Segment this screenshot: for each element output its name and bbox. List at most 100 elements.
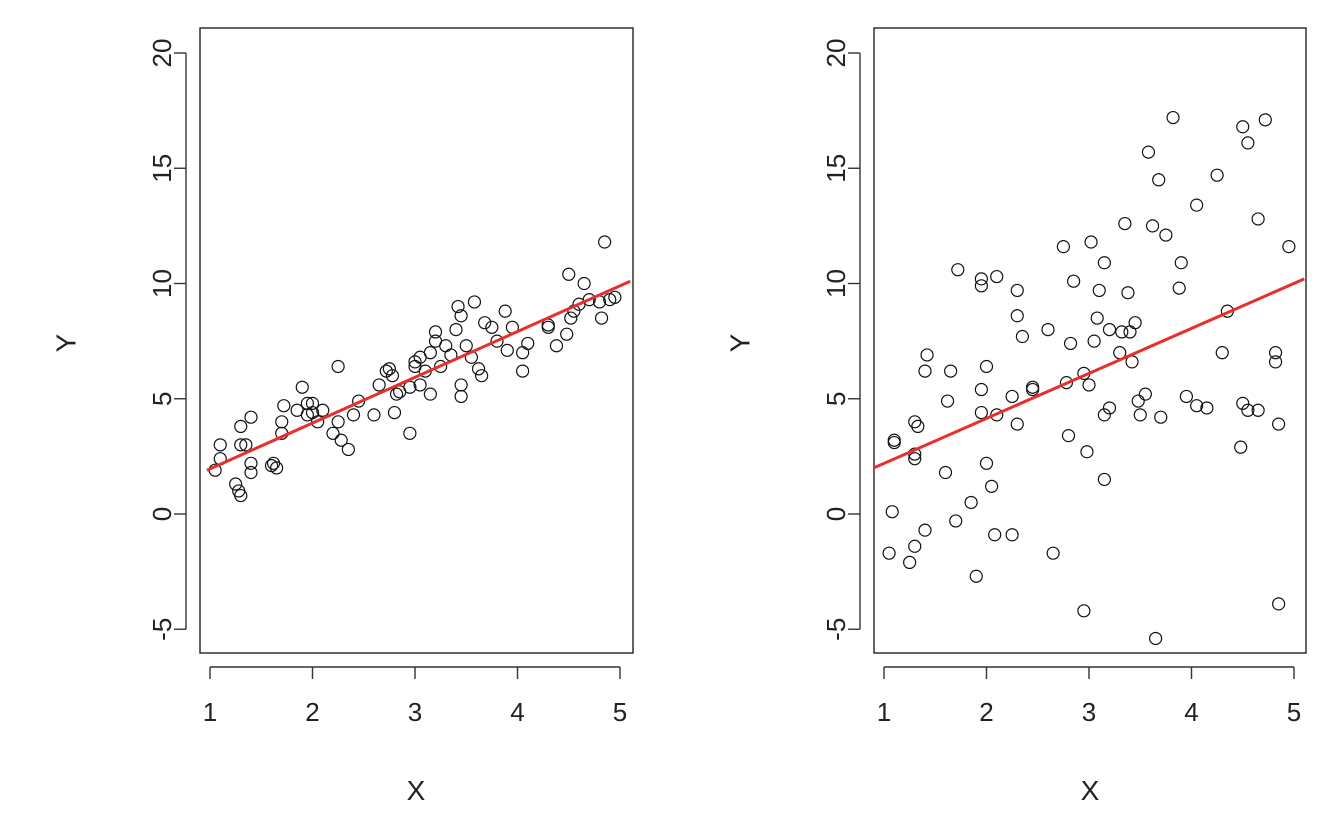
y-tick-label: -5 bbox=[147, 618, 177, 641]
data-point bbox=[408, 355, 422, 369]
data-point bbox=[577, 276, 591, 291]
data-point bbox=[988, 528, 1002, 542]
data-point bbox=[516, 346, 530, 360]
y-tick-label: 10 bbox=[147, 269, 177, 298]
data-point bbox=[908, 539, 922, 553]
data-point bbox=[490, 334, 504, 348]
data-point bbox=[1097, 256, 1111, 270]
data-point bbox=[882, 546, 896, 560]
data-point bbox=[341, 442, 355, 457]
data-point bbox=[275, 415, 289, 429]
data-point bbox=[1092, 283, 1106, 298]
data-point bbox=[1080, 445, 1094, 459]
data-point bbox=[1010, 283, 1024, 298]
data-point bbox=[885, 505, 899, 519]
data-point bbox=[434, 359, 448, 374]
x-tick-label: 2 bbox=[305, 697, 319, 727]
data-point bbox=[1166, 110, 1180, 125]
data-point bbox=[1084, 235, 1098, 249]
data-point bbox=[938, 465, 953, 480]
data-point bbox=[1190, 399, 1204, 413]
data-point bbox=[454, 378, 468, 392]
data-point bbox=[1087, 334, 1101, 348]
data-point bbox=[1067, 274, 1081, 288]
data-point bbox=[428, 325, 443, 339]
data-point bbox=[974, 405, 988, 420]
y-axis-label: Y bbox=[50, 333, 81, 352]
plot-frame bbox=[873, 27, 1307, 654]
data-point bbox=[549, 339, 564, 353]
data-point bbox=[1272, 417, 1286, 431]
y-tick-label: 5 bbox=[147, 392, 177, 406]
data-point bbox=[598, 235, 612, 249]
data-point bbox=[423, 387, 437, 401]
data-point bbox=[1236, 396, 1250, 410]
x-tick-label: 1 bbox=[877, 697, 891, 727]
data-point bbox=[608, 290, 622, 304]
data-point bbox=[454, 309, 468, 323]
x-tick-label: 2 bbox=[979, 697, 993, 727]
data-point bbox=[1179, 389, 1193, 404]
data-point bbox=[471, 362, 486, 376]
data-point bbox=[300, 396, 314, 410]
data-point bbox=[1046, 546, 1060, 560]
data-point bbox=[562, 267, 576, 281]
data-point bbox=[1123, 325, 1137, 339]
data-point bbox=[1082, 378, 1096, 392]
data-point bbox=[974, 279, 988, 293]
plot-frame bbox=[199, 27, 634, 654]
data-point bbox=[498, 304, 512, 318]
data-point bbox=[1026, 380, 1040, 394]
x-axis-label: X bbox=[1081, 775, 1100, 806]
data-point bbox=[969, 569, 983, 583]
y-tick-label: 20 bbox=[147, 39, 177, 68]
data-point bbox=[372, 378, 386, 392]
regression-line bbox=[874, 277, 1305, 470]
data-point bbox=[234, 419, 248, 434]
data-point bbox=[1251, 212, 1265, 226]
data-point bbox=[385, 369, 400, 383]
data-point bbox=[1128, 316, 1142, 330]
data-point bbox=[1241, 136, 1255, 150]
left-scatter-panel: -5 0 5 10 15 20 1 2 3 4 5 X Y bbox=[50, 27, 634, 806]
data-point bbox=[564, 311, 578, 325]
data-point bbox=[367, 408, 381, 422]
data-point bbox=[234, 488, 248, 503]
data-point bbox=[1005, 389, 1019, 404]
y-tick-label: 0 bbox=[821, 507, 851, 521]
data-point bbox=[1159, 228, 1173, 242]
data-point bbox=[1077, 604, 1091, 618]
data-point bbox=[918, 523, 932, 537]
data-point bbox=[516, 364, 530, 378]
data-point bbox=[244, 410, 258, 424]
data-point bbox=[1141, 145, 1156, 159]
data-point bbox=[887, 433, 901, 447]
data-point bbox=[1268, 346, 1283, 360]
data-point bbox=[244, 456, 258, 470]
data-point bbox=[331, 359, 345, 374]
data-point bbox=[1200, 401, 1214, 415]
y-tick-label: 5 bbox=[821, 392, 851, 406]
data-point bbox=[270, 461, 284, 475]
data-point bbox=[1251, 403, 1265, 417]
data-point bbox=[944, 364, 958, 378]
x-tick-label: 5 bbox=[1287, 697, 1301, 727]
data-point bbox=[985, 479, 999, 493]
y-tick-label: 0 bbox=[147, 507, 177, 521]
data-point bbox=[949, 514, 963, 528]
data-point bbox=[1272, 597, 1286, 611]
data-point bbox=[1059, 376, 1074, 390]
data-point bbox=[1234, 440, 1248, 454]
data-point bbox=[1115, 325, 1129, 339]
data-point bbox=[311, 415, 325, 429]
data-point bbox=[1061, 429, 1076, 443]
data-point bbox=[911, 419, 925, 434]
data-point bbox=[1102, 323, 1117, 337]
data-point bbox=[1097, 408, 1111, 422]
data-point bbox=[454, 389, 468, 404]
y-axis-label: Y bbox=[724, 333, 755, 352]
data-point bbox=[1236, 120, 1250, 134]
y-tick-label: 20 bbox=[821, 39, 851, 68]
data-point bbox=[1152, 173, 1166, 187]
